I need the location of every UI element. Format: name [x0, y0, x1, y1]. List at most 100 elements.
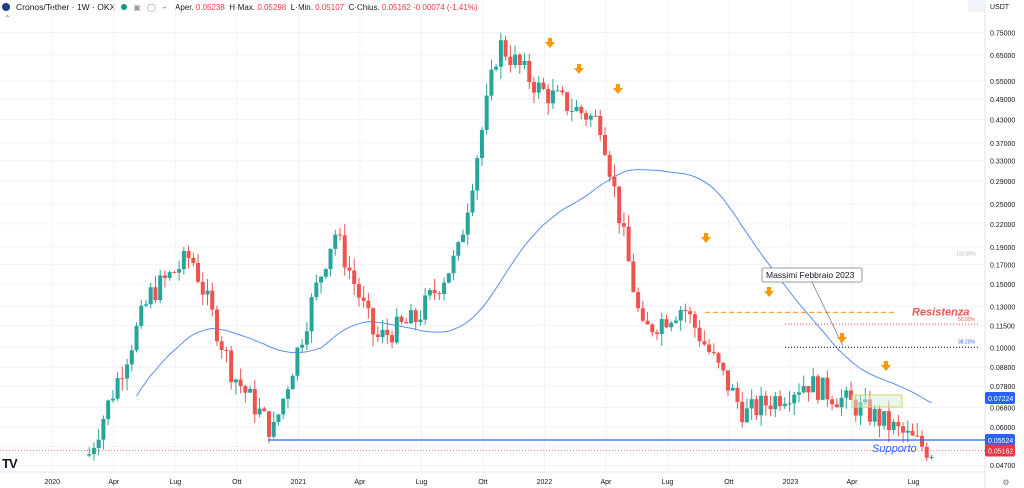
candle-body [101, 419, 106, 440]
ohlc-readout: Aper. 0.05238 H·Max. 0.05298 L·Min. 0.05… [174, 2, 478, 12]
candle-body [645, 320, 650, 325]
candle-body [186, 250, 191, 258]
symbol-title[interactable]: Cronos/Tether · 1W · OKX [16, 2, 116, 12]
candle-body [565, 92, 570, 111]
candle-body [423, 295, 428, 320]
x-tick-label: Ott [232, 479, 241, 486]
candle-body [896, 421, 901, 427]
candle-body [366, 300, 371, 309]
candle-body [830, 399, 835, 405]
candle-body [664, 319, 669, 328]
y-tick-label: 0.25000 [990, 202, 1015, 209]
down-arrow-icon [574, 64, 584, 74]
price-badge [985, 433, 1015, 446]
gear-icon: ⚙ [1002, 478, 1009, 487]
candle-body [252, 388, 257, 415]
candle-body [541, 82, 546, 89]
y-tick-label: 0.10000 [990, 345, 1015, 352]
candle-body [617, 186, 622, 224]
candle-body [787, 403, 792, 405]
candle-body [243, 386, 248, 393]
candle-body [773, 396, 778, 410]
candle-body [839, 397, 844, 408]
down-arrow-icon [764, 287, 774, 297]
y-tick-label: 0.33000 [990, 159, 1015, 166]
moving-average-line [136, 169, 932, 404]
down-arrow-icon [545, 38, 555, 48]
collapse-indicators-icon[interactable]: ⌃ [4, 14, 11, 23]
candle-body [408, 310, 413, 324]
settings-square-icon [968, 0, 984, 12]
chart-header: Cronos/Tether · 1W · OKX ▣ ◯ ⌁ Aper. 0.0… [0, 0, 985, 14]
down-arrow-icon [701, 233, 711, 243]
candle-body [87, 454, 92, 456]
candle-body [442, 282, 447, 295]
candle-body [721, 362, 726, 371]
candle-body [456, 242, 461, 256]
candle-body [214, 309, 219, 342]
candle-body [205, 290, 210, 295]
candle-body [427, 290, 432, 296]
candle-body [432, 290, 437, 294]
candle-body [96, 439, 101, 448]
candle-body [110, 398, 115, 401]
candle-body [394, 316, 399, 343]
candle-body [915, 435, 920, 437]
candle-body [125, 364, 130, 379]
x-tick-label: Lug [169, 479, 181, 486]
x-tick-label: Lug [662, 479, 674, 486]
y-tick-label: 0.37000 [990, 141, 1015, 148]
y-tick-label: 0.06000 [990, 425, 1015, 432]
x-tick-label: 2020 [45, 479, 61, 486]
fib-50-label: 50.00% [958, 317, 976, 323]
candle-body [248, 388, 253, 393]
y-tick-label: 0.08800 [990, 365, 1015, 372]
candle-body [356, 284, 361, 298]
y-tick-label: 0.15000 [990, 282, 1015, 289]
x-tick-label: Apr [354, 479, 366, 486]
candle-body [196, 262, 201, 282]
candle-body [347, 267, 352, 271]
candle-body [413, 310, 418, 323]
candle-body [527, 61, 532, 83]
candle-body [484, 95, 489, 130]
candle-body [792, 394, 797, 404]
candle-body [271, 421, 276, 437]
candle-body [139, 305, 144, 326]
x-tick-label: Ott [724, 479, 733, 486]
candle-body [158, 275, 163, 301]
candle-body [385, 329, 390, 336]
candle-body [153, 287, 158, 301]
candle-body [702, 341, 707, 345]
candle-body [465, 212, 470, 235]
candle-body [910, 430, 915, 436]
candle-body [763, 395, 768, 406]
candle-body [782, 403, 787, 407]
candle-body [342, 235, 347, 268]
x-tick-label: Lug [416, 479, 428, 486]
header-icons[interactable]: ▣ ◯ ⌁ [133, 2, 169, 12]
candle-body [872, 409, 877, 422]
y-tick-label: 0.19000 [990, 245, 1015, 252]
down-arrow-icon [837, 333, 847, 343]
candle-body [333, 234, 338, 249]
candle-body [503, 40, 508, 57]
candle-body [352, 270, 357, 285]
candle-body [309, 297, 314, 332]
candle-body [697, 327, 702, 342]
candle-body [162, 275, 167, 278]
candle-body [754, 399, 759, 416]
candle-body [636, 292, 641, 309]
candle-body [905, 430, 910, 433]
candle-body [91, 447, 96, 455]
candle-body [143, 304, 148, 306]
fib-100-label: 100.00% [956, 251, 976, 257]
candle-body [494, 66, 499, 70]
y-tick-label: 0.55000 [990, 79, 1015, 86]
consolidation-box [851, 394, 903, 408]
y-tick-label: 0.17000 [990, 262, 1015, 269]
candle-body [371, 308, 376, 335]
x-tick-label: 2022 [537, 479, 553, 486]
x-tick-label: Lug [908, 479, 920, 486]
